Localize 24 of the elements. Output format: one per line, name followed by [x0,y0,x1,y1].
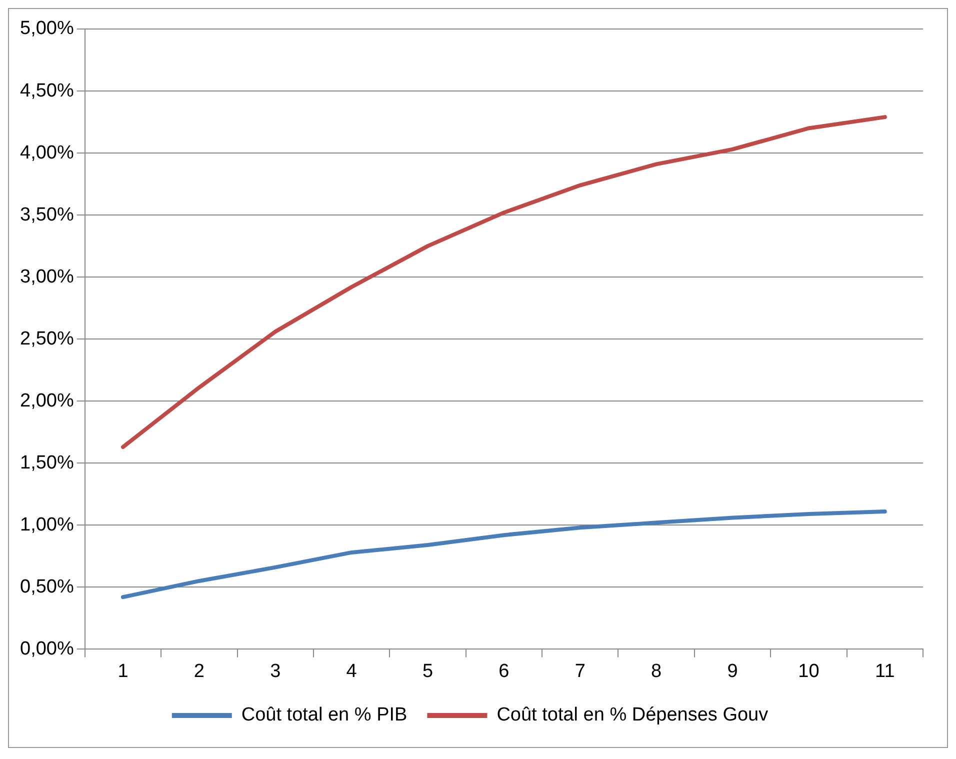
x-tick-label: 6 [498,660,510,682]
y-tick-label: 1,00% [20,514,74,536]
x-tick-label: 11 [875,660,895,682]
x-tick-label: 4 [346,660,358,682]
y-tick-label: 2,00% [20,390,74,412]
x-tick-label: 7 [574,660,586,682]
x-tick-label: 8 [651,660,662,682]
y-tick-label: 5,00% [20,18,74,40]
x-tick-label: 10 [798,660,820,682]
y-tick-label: 2,50% [20,328,74,350]
x-tick-label: 2 [194,660,204,682]
y-tick-label: 0,00% [20,638,74,660]
y-tick-label: 4,50% [20,80,74,102]
legend-label: Coût total en % PIB [241,704,408,726]
y-tick-label: 3,50% [20,204,74,226]
x-tick-label: 5 [422,660,434,682]
x-tick-label: 3 [270,660,281,682]
x-tick-label: 9 [727,660,738,682]
y-tick-label: 4,00% [20,142,74,164]
y-tick-label: 3,00% [20,266,74,288]
legend-label: Coût total en % Dépenses Gouv [496,704,769,726]
y-tick-label: 0,50% [20,576,74,598]
x-tick-label: 1 [118,660,128,682]
y-tick-label: 1,50% [20,452,74,474]
